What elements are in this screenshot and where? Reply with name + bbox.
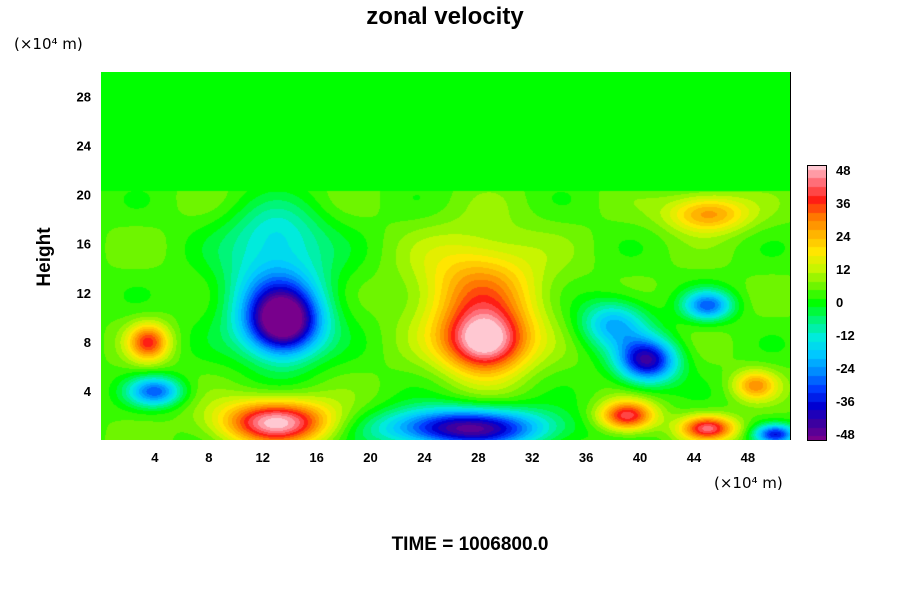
y-tick-labels: 4 8 12 16 20 24 28 — [77, 90, 92, 399]
colorbar-tick-label: 24 — [836, 229, 851, 244]
colorbar-tick-label: 48 — [836, 163, 850, 178]
colorbar-tick-label: -12 — [836, 328, 855, 343]
y-tick-label: 12 — [77, 286, 91, 301]
x-tick-label: 40 — [633, 450, 647, 465]
x-tick-label: 4 — [151, 450, 159, 465]
y-tick-label: 24 — [77, 139, 92, 154]
chart-title: zonal velocity — [366, 3, 524, 30]
x-tick-label: 28 — [471, 450, 485, 465]
plot-area — [101, 72, 791, 440]
x-tick-label: 44 — [687, 450, 702, 465]
y-tick-label: 20 — [77, 188, 91, 203]
x-tick-label: 8 — [205, 450, 212, 465]
y-tick-label: 8 — [84, 335, 91, 350]
colorbar-tick-label: -24 — [836, 361, 856, 376]
x-tick-label: 12 — [255, 450, 269, 465]
y-tick-label: 4 — [84, 384, 92, 399]
velocity-field — [101, 72, 791, 440]
x-tick-labels: 4 8 12 16 20 24 28 32 36 40 44 48 — [151, 450, 755, 465]
x-tick-label: 20 — [363, 450, 377, 465]
colorbar-tick-label: 12 — [836, 262, 850, 277]
colorbar-scale — [807, 165, 827, 441]
colorbar-tick-label: -36 — [836, 394, 855, 409]
colorbar-frame — [807, 165, 827, 441]
x-tick-label: 24 — [417, 450, 432, 465]
x-unit-label: (×10⁴ m) — [714, 474, 783, 492]
y-axis-label: Height — [34, 227, 55, 287]
colorbar-tick-label: 0 — [836, 295, 843, 310]
colorbar-tick-label: 36 — [836, 196, 850, 211]
time-label: TIME = 1006800.0 — [392, 534, 549, 555]
colorbar-tick-label: -48 — [836, 427, 855, 442]
x-tick-label: 32 — [525, 450, 539, 465]
y-tick-label: 16 — [77, 237, 91, 252]
y-unit-label: (×10⁴ m) — [14, 35, 83, 53]
x-tick-label: 16 — [309, 450, 323, 465]
y-tick-label: 28 — [77, 90, 91, 105]
x-tick-label: 36 — [579, 450, 593, 465]
x-tick-label: 48 — [741, 450, 755, 465]
colorbar — [807, 165, 827, 441]
colorbar-tick-labels: 48 36 24 12 0 -12 -24 -36 -48 — [836, 163, 856, 442]
